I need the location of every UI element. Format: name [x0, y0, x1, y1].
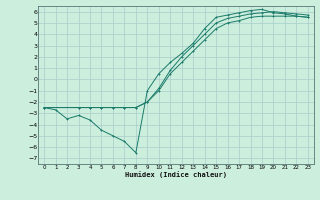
X-axis label: Humidex (Indice chaleur): Humidex (Indice chaleur) [125, 171, 227, 178]
